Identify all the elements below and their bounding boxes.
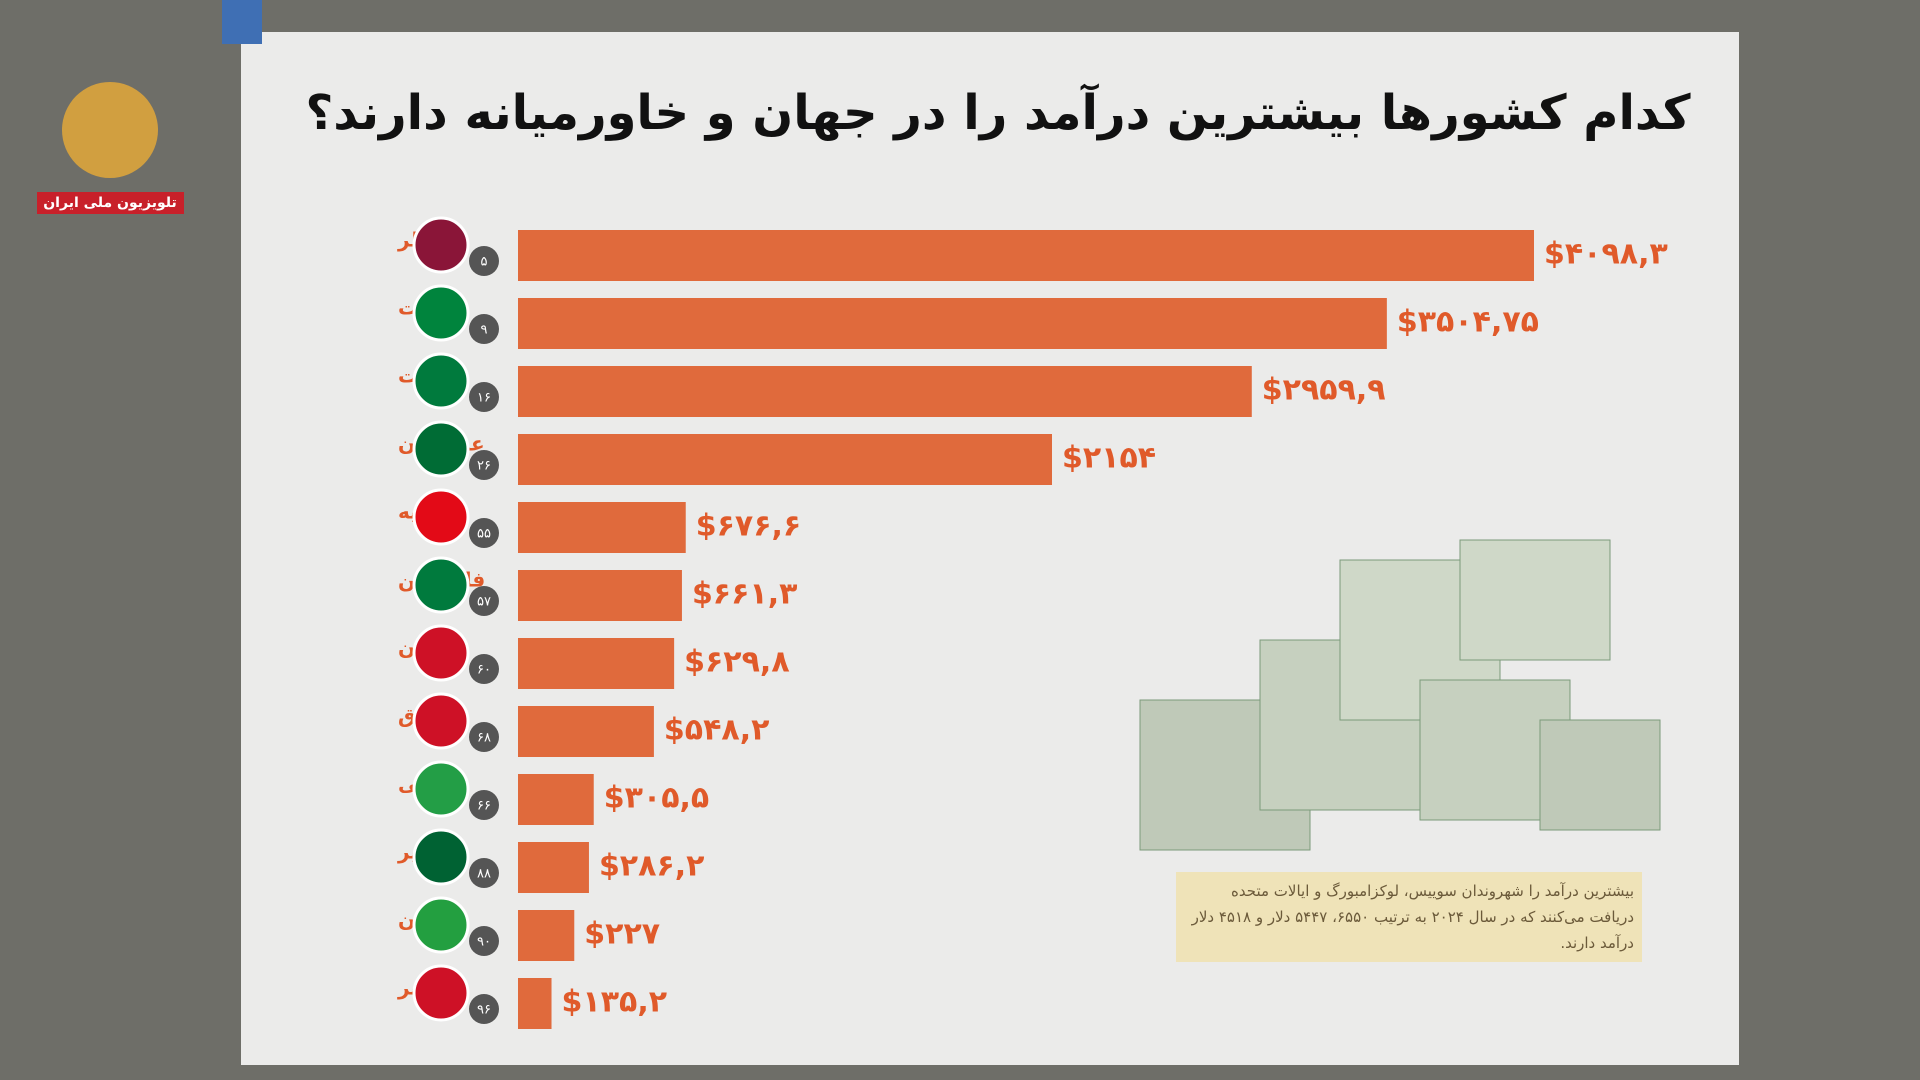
value-label: $۶۶۱,۳: [692, 577, 798, 612]
rank-label: ۹۰: [477, 935, 491, 950]
value-label: $۳۰۵,۵: [604, 781, 710, 816]
bar: [518, 298, 1387, 349]
flag: [412, 964, 470, 1022]
rank-label: ۸۸: [477, 867, 491, 882]
value-label: $۶۲۹,۸: [684, 645, 790, 680]
value-label: $۲۹۵۹,۹: [1262, 373, 1386, 408]
flag: [412, 284, 470, 342]
value-label: $۴۰۹۸,۳: [1544, 237, 1668, 272]
rank-badge: [469, 722, 499, 752]
value-label: $۲۸۶,۲: [599, 849, 705, 884]
money-illustration: [1139, 539, 1661, 851]
logo-label-bg: [37, 192, 184, 214]
bar: [518, 638, 675, 689]
rank-label: ۶۶: [477, 799, 491, 814]
rank-badge: [469, 450, 499, 480]
bar: [518, 570, 682, 621]
flag: [412, 488, 470, 546]
rank-badge: [469, 654, 499, 684]
value-label: $۳۵۰۴,۷۵: [1397, 305, 1539, 340]
lion-sun-emblem: [62, 82, 158, 178]
value-label: $۲۲۷: [584, 917, 660, 952]
rank-badge: [469, 314, 499, 344]
rank-label: ۶۰: [477, 663, 491, 678]
bar: [518, 910, 575, 961]
bar: [518, 366, 1252, 417]
rank-badge: [469, 586, 499, 616]
flag: [412, 896, 470, 954]
value-label: $۱۳۵,۲: [562, 985, 668, 1020]
rank-badge: [469, 994, 499, 1024]
bar: [518, 502, 686, 553]
rank-badge: [469, 518, 499, 548]
flag: [412, 216, 470, 274]
rank-label: ۵۷: [477, 595, 491, 610]
rank-badge: [469, 382, 499, 412]
flag: [412, 556, 470, 614]
rank-label: ۶۸: [477, 731, 491, 746]
rank-label: ۲۶: [477, 459, 491, 474]
corner-icon: [222, 0, 262, 44]
value-label: $۶۷۶,۶: [696, 509, 802, 544]
rank-badge: [469, 926, 499, 956]
rank-badge: [469, 246, 499, 276]
rank-label: ۱۶: [477, 391, 491, 406]
rank-label: ۹: [481, 323, 488, 338]
flag: [412, 624, 470, 682]
bar: [518, 434, 1052, 485]
rank-label: ۹۶: [477, 1003, 491, 1018]
bar: [518, 842, 589, 893]
bar: [518, 230, 1534, 281]
rank-label: ۵: [481, 255, 488, 270]
bar: [518, 978, 552, 1029]
value-label: $۲۱۵۴: [1062, 441, 1156, 476]
rank-badge: [469, 858, 499, 888]
flag: [412, 352, 470, 410]
rank-badge: [469, 790, 499, 820]
logo-label: تلویزیون ملی ایران: [43, 195, 177, 211]
flag: [412, 828, 470, 886]
value-label: $۵۴۸,۲: [664, 713, 770, 748]
bar: [518, 774, 594, 825]
note: بیشترین درآمد را شهروندان سوییس، لوکزامب…: [1176, 872, 1642, 962]
chart-title: کدام کشورها بیشترین درآمد را در جهان و خ…: [305, 83, 1690, 141]
flag: [412, 692, 470, 750]
flag: [412, 420, 470, 478]
flag: [412, 760, 470, 818]
rank-label: ۵۵: [477, 527, 491, 542]
bar: [518, 706, 654, 757]
